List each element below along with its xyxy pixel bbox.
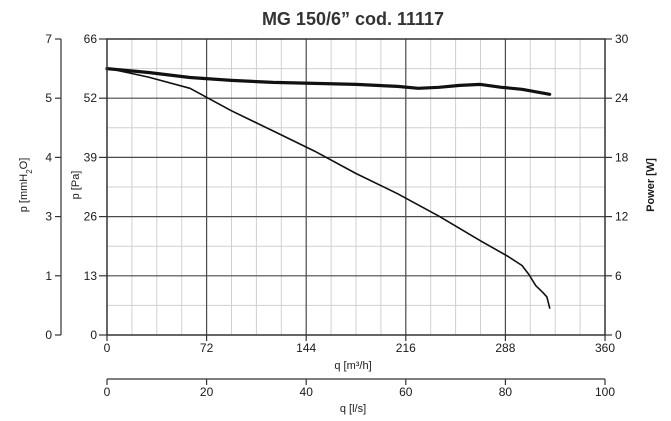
x-tick-label: 360 <box>595 341 615 355</box>
x2-tick-label: 60 <box>399 385 413 399</box>
y-pa-tick-label: 39 <box>84 150 98 164</box>
y-mmh2o-tick-label: 5 <box>45 91 52 105</box>
y-power-tick-label: 18 <box>615 150 629 164</box>
plot-frame <box>106 38 606 336</box>
y-power-tick-label: 6 <box>615 269 622 283</box>
x-axis-label: q [m³/h] <box>334 360 371 372</box>
y-mmh2o-tick-label: 1 <box>45 269 52 283</box>
y-pa-tick-label: 0 <box>90 328 97 342</box>
y-power-tick-label: 0 <box>615 328 622 342</box>
x2-axis-label: q [l/s] <box>340 403 366 415</box>
x2-tick-label: 80 <box>499 385 513 399</box>
x2-tick-label: 20 <box>200 385 214 399</box>
y-mmh2o-tick-label: 3 <box>45 210 52 224</box>
x-tick-label: 216 <box>396 341 416 355</box>
y-pa-tick-label: 26 <box>84 210 98 224</box>
y-pa-tick-label: 13 <box>84 269 98 283</box>
y-mmh2o-tick-label: 4 <box>45 150 52 164</box>
x-tick-label: 72 <box>200 341 214 355</box>
y-power-tick-label: 12 <box>615 210 629 224</box>
y-mmh2o-tick-label: 7 <box>45 32 52 46</box>
x2-tick-label: 0 <box>104 385 111 399</box>
x-tick-label: 288 <box>495 341 515 355</box>
y-power-tick-label: 24 <box>615 91 629 105</box>
y-axis-power-label: Power [W] <box>645 158 657 212</box>
x-tick-label: 144 <box>296 341 316 355</box>
chart-title: MG 150/6” cod. 11117 <box>262 9 444 29</box>
y-axis-pa-label: p [Pa] <box>70 171 82 200</box>
y-mmh2o-label-sub: 2 <box>25 169 34 174</box>
pressure-curve <box>106 67 551 309</box>
y-axis-mmh2o-label: p [mmH2O] <box>18 158 34 213</box>
y-pa-tick-label: 66 <box>84 32 98 46</box>
y-pa-tick-label: 52 <box>84 91 98 105</box>
x2-tick-label: 40 <box>300 385 314 399</box>
y-mmh2o-label-main: p [mmH <box>18 174 30 213</box>
series-layer <box>105 66 552 309</box>
y-power-tick-label: 30 <box>615 32 629 46</box>
y-mmh2o-tick-label: 0 <box>45 328 52 342</box>
plot-grid <box>107 39 605 335</box>
x-tick-label: 0 <box>104 341 111 355</box>
x2-tick-label: 100 <box>595 385 615 399</box>
power-curve <box>105 66 552 96</box>
y-mmh2o-label-end: O] <box>18 158 30 170</box>
